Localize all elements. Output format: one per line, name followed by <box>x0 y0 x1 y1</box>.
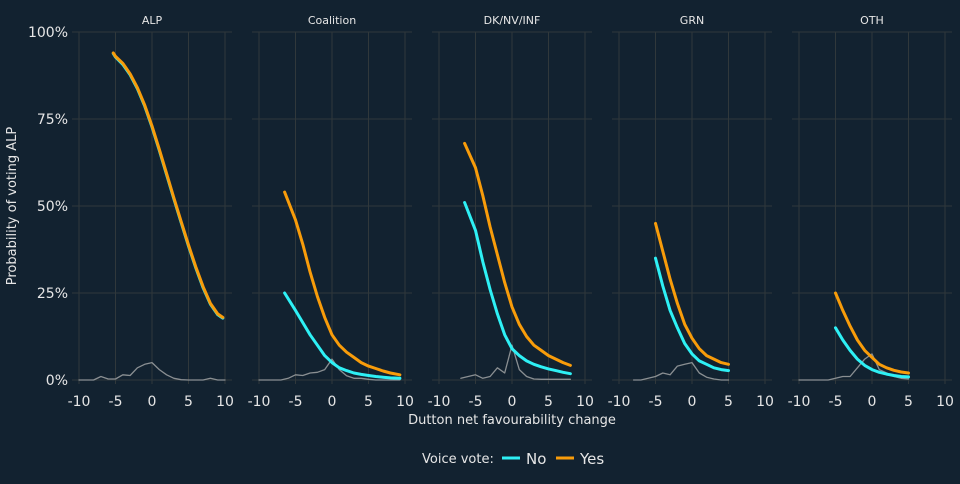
x-tick-label: 0 <box>688 394 697 410</box>
legend-title: Voice vote: <box>422 452 494 467</box>
x-tick-label: 5 <box>544 394 553 410</box>
series-line-yes <box>111 51 225 319</box>
x-tick-label: -5 <box>289 394 303 410</box>
series-line-no <box>111 52 225 320</box>
y-tick-label: 50% <box>37 199 68 215</box>
y-tick-label: 25% <box>37 286 68 302</box>
x-tick-label: 0 <box>328 394 337 410</box>
x-tick-label: -10 <box>608 394 631 410</box>
x-tick-label: -10 <box>788 394 811 410</box>
x-tick-label: 5 <box>364 394 373 410</box>
series-line-distribution <box>460 344 572 380</box>
x-tick-label: 0 <box>868 394 877 410</box>
series-line-yes <box>463 141 572 367</box>
x-tick-label: 5 <box>904 394 913 410</box>
x-tick-label: -5 <box>109 394 123 410</box>
panel-grn: -10 -5 0 5 10 GRN <box>608 14 774 410</box>
x-tick-label: -5 <box>649 394 663 410</box>
series-line-distribution <box>258 358 401 381</box>
x-tick-label: -5 <box>469 394 483 410</box>
panel-dk-nv-inf: -10 -5 0 5 10 DK/NV/INF <box>428 14 594 410</box>
series-line-no <box>463 201 572 376</box>
panel-oth: -10 -5 0 5 10 OTH <box>788 14 954 410</box>
series-line-yes <box>654 221 730 366</box>
x-tick-label: 10 <box>216 394 234 410</box>
series-line-no <box>654 256 730 373</box>
x-tick-label: -10 <box>68 394 91 410</box>
x-tick-label: -10 <box>428 394 451 410</box>
series-line-no <box>834 326 910 379</box>
panel-title: GRN <box>680 14 704 27</box>
x-axis-label: Dutton net favourability change <box>408 413 616 428</box>
series-line-yes <box>283 190 402 377</box>
x-tick-label: 10 <box>396 394 414 410</box>
legend-label-no: No <box>526 450 546 468</box>
x-tick-label: -5 <box>829 394 843 410</box>
y-tick-label: 75% <box>37 112 68 128</box>
panel-alp: 0% 25% 50% 75% 100% -10 -5 0 5 10 ALP <box>28 14 234 410</box>
series-line-distribution <box>632 361 730 381</box>
x-tick-label: 10 <box>576 394 594 410</box>
legend-label-yes: Yes <box>579 450 604 468</box>
x-tick-label: 0 <box>508 394 517 410</box>
x-tick-label: 0 <box>148 394 157 410</box>
panel-coalition: -10 -5 0 5 10 Coalition <box>248 14 414 410</box>
series-line-no <box>283 291 402 380</box>
y-tick-label: 0% <box>46 373 68 389</box>
x-tick-label: 10 <box>756 394 774 410</box>
series-line-yes <box>834 291 910 375</box>
x-tick-label: 5 <box>724 394 733 410</box>
panel-title: Coalition <box>308 14 356 27</box>
y-tick-label: 100% <box>28 25 68 41</box>
legend: Voice vote: No Yes <box>422 450 604 468</box>
y-axis-label: Probability of voting ALP <box>5 127 20 286</box>
panel-title: OTH <box>860 14 884 27</box>
x-tick-label: 5 <box>184 394 193 410</box>
panel-title: ALP <box>142 14 163 27</box>
panel-title: DK/NV/INF <box>484 14 541 27</box>
series-line-distribution <box>78 361 226 381</box>
x-tick-label: 10 <box>936 394 954 410</box>
x-tick-label: -10 <box>248 394 271 410</box>
